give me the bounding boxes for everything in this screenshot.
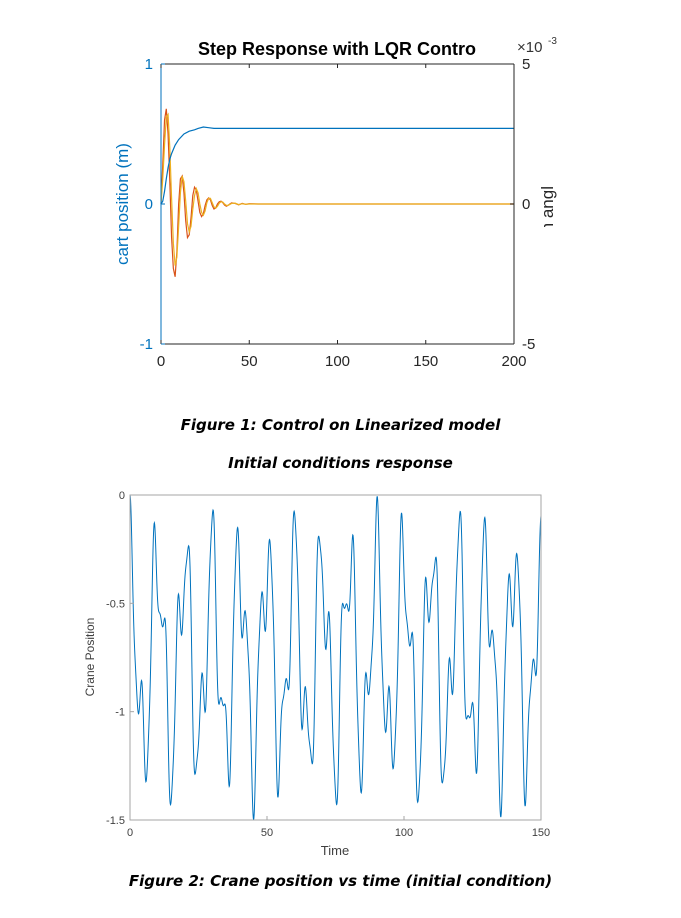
chart1-series-group (160, 108, 514, 277)
chart1-ylabel-left: cart position (m) (113, 143, 132, 265)
chart2-crane-position-line (129, 494, 542, 820)
chart2-ytick-label: 0 (119, 490, 125, 502)
chart2-ticks: 0 50 100 150 -1.5 -1 -0.5 0 (106, 490, 550, 839)
chart1-xtick-label: 0 (157, 353, 165, 370)
chart1-exponent-base: ×10 (517, 39, 542, 56)
chart1-ticks: 0 50 100 150 200-101-505 (140, 56, 536, 370)
chart2-xtick-label: 150 (532, 827, 550, 839)
chart1-ytick-left-label: 1 (145, 56, 153, 73)
chart1-pendulum-angle-line-b (160, 112, 514, 266)
chart1-title: Step Response with LQR Contro (198, 39, 476, 59)
chart1-xtick-label: 150 (413, 353, 438, 370)
chart1-xtick-label: 50 (241, 353, 258, 370)
chart1-exponent: ×10 -3 (517, 36, 557, 56)
chart2-xlabel: Time (321, 843, 349, 858)
chart1-exponent-power: -3 (548, 36, 557, 47)
figure2-caption: Figure 2: Crane position vs time (initia… (128, 872, 553, 890)
chart2-ytick-label: -0.5 (106, 598, 125, 610)
chart2-ytick-label: -1 (115, 707, 125, 719)
chart1-cart-position-line (160, 126, 514, 205)
chart2-plot-area (130, 495, 541, 820)
chart2-xtick-label: 0 (127, 827, 133, 839)
chart2-frame (129, 494, 542, 821)
chart1-ytick-left-label: -1 (140, 336, 153, 353)
chart1-ytick-left-label: 0 (145, 196, 153, 213)
chart2-series-group (129, 494, 542, 820)
chart2-xtick-label: 100 (395, 827, 413, 839)
chart-1: Step Response with LQR Contro ×10 -3 0 50… (113, 36, 557, 370)
chart1-ytick-right-label: 5 (522, 56, 530, 73)
chart1-ylabel-right-clip: pendulum angle (radians (538, 110, 557, 297)
chart2-ylabel: Crane Position (83, 618, 97, 697)
chart1-ytick-right-label: -5 (522, 336, 535, 353)
chart1-xtick-label: 100 (325, 353, 350, 370)
figure1-caption: Figure 1: Control on Linearized model (180, 416, 501, 434)
chart-2: 0 50 100 150 -1.5 -1 -0.5 0 Time Crane Position (83, 490, 550, 858)
chart1-xtick-label: 200 (501, 353, 526, 370)
chart2-xtick-label: 50 (261, 827, 273, 839)
chart1-ylabel-right: pendulum angle (radians (538, 110, 557, 297)
section-heading: Initial conditions response (228, 454, 453, 472)
chart2-ytick-label: -1.5 (106, 815, 125, 827)
chart1-ytick-right-label: 0 (522, 196, 530, 213)
